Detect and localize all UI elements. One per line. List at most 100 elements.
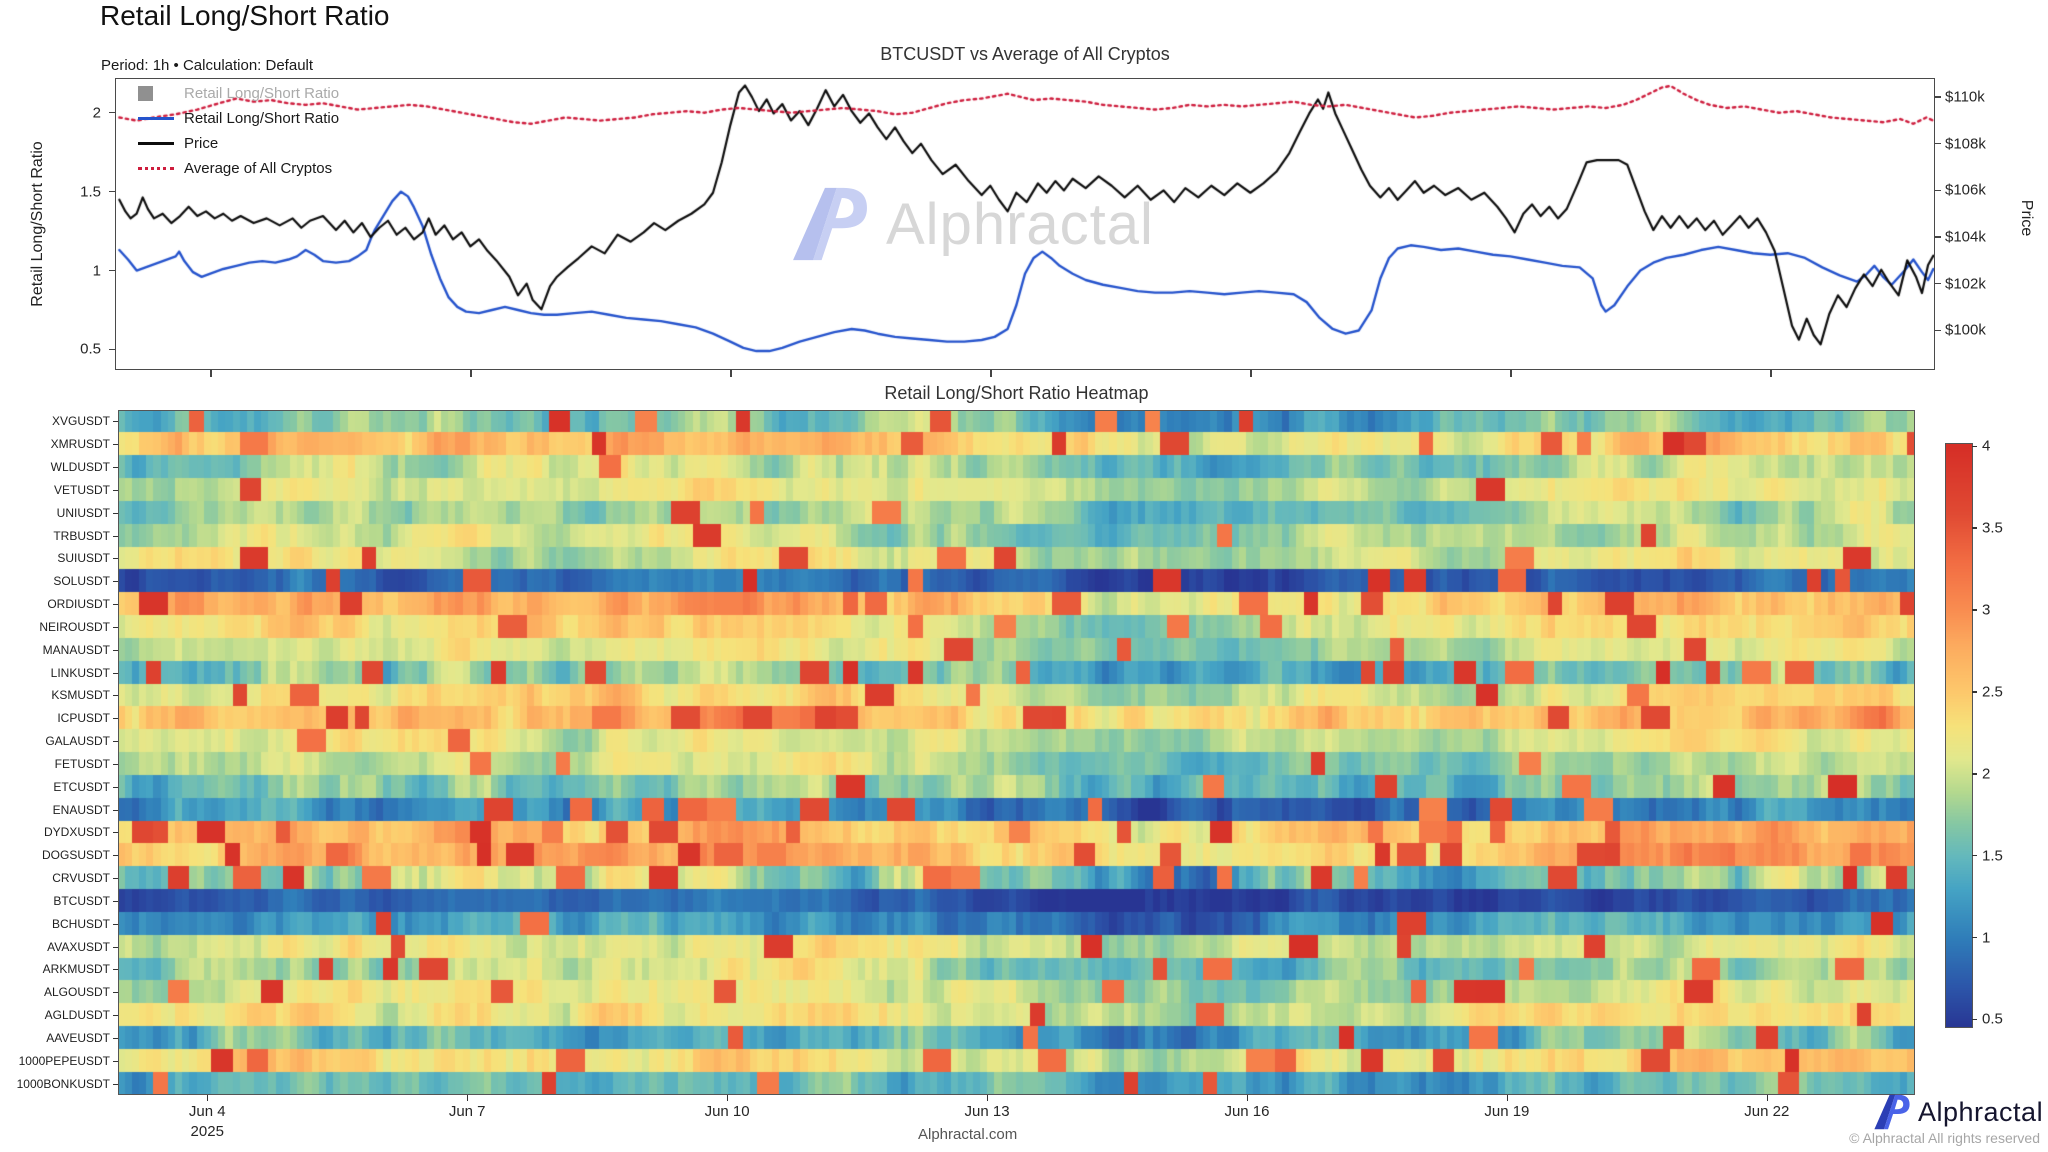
colorbar-tick-mark (1972, 773, 1977, 775)
heatmap-row-tick (113, 649, 118, 651)
heatmap-x-tick (467, 1095, 469, 1101)
heatmap-row-tick (113, 1060, 118, 1062)
heatmap-row-tick (113, 992, 118, 994)
heatmap-x-label: Jun 19 (1484, 1103, 1530, 1120)
right-axis-label: Price (2018, 199, 2035, 237)
heatmap-row-tick (113, 626, 118, 628)
heatmap-row-tick (113, 763, 118, 765)
heatmap-row-tick (113, 900, 118, 902)
heatmap-row-tick (113, 672, 118, 674)
heatmap-x-tick (1246, 1095, 1248, 1101)
right-axis-tick-mark (1935, 96, 1941, 98)
heatmap-row-label: ETCUSDT (53, 779, 110, 794)
heatmap-row-label: KSMUSDT (51, 688, 110, 703)
legend-line-swatch (138, 117, 174, 120)
heatmap-canvas (118, 410, 1915, 1095)
right-axis-tick-label: $108k (1945, 135, 1986, 153)
heatmap-x-label: Jun 16 (1224, 1103, 1270, 1120)
heatmap-row-tick (113, 1037, 118, 1039)
heatmap-row-label: BTCUSDT (53, 893, 110, 908)
heatmap-plot-border (118, 410, 1915, 1095)
left-axis-tick-mark (109, 190, 115, 193)
left-axis-tick-label: 2 (92, 104, 101, 122)
legend-swatch-line-red-dotted (138, 167, 174, 170)
heatmap-x-tick (1766, 1095, 1768, 1101)
heatmap-row-label: ARKMUSDT (42, 962, 110, 977)
legend-item: Retail Long/Short Ratio (138, 109, 339, 128)
left-axis-label: Retail Long/Short Ratio (29, 141, 46, 307)
heatmap-row-tick (113, 969, 118, 971)
left-axis-tick-label: 1 (92, 262, 101, 280)
heatmap-row-label: ENAUSDT (52, 802, 110, 817)
right-axis-tick-mark (1935, 143, 1941, 145)
line-chart-x-tick-mark (1510, 370, 1512, 377)
colorbar-tick-label: 1 (1982, 929, 1991, 947)
brand-name: Alphractal (1918, 1096, 2044, 1127)
heatmap-row-label: NEIROUSDT (39, 619, 110, 634)
heatmap-row-label: DOGSUSDT (41, 848, 110, 863)
heatmap-row-tick (113, 718, 118, 720)
brand-lockup: Alphractal (1872, 1094, 2043, 1130)
heatmap-row-tick (113, 421, 118, 423)
right-axis-tick-label: $102k (1945, 275, 1986, 293)
heatmap-row-label: ORDIUSDT (47, 597, 110, 612)
heatmap-row-label: UNIUSDT (56, 505, 110, 520)
heatmap-x-tick (1506, 1095, 1508, 1101)
heatmap-row-label: VETUSDT (53, 482, 110, 497)
colorbar-tick-mark (1972, 1018, 1977, 1021)
colorbar-tick-label: 2.5 (1982, 683, 2003, 701)
heatmap-row-tick (113, 1015, 118, 1017)
legend-label: Retail Long/Short Ratio (184, 85, 340, 102)
heatmap-row-tick (113, 695, 118, 697)
heatmap-row-label: TRBUSDT (53, 528, 110, 543)
heatmap-row-tick (113, 604, 118, 606)
legend-label: Retail Long/Short Ratio (184, 110, 340, 127)
heatmap-row-label: 1000BONKUSDT (16, 1076, 110, 1091)
colorbar (1945, 443, 1973, 1028)
left-axis-tick-mark (109, 269, 115, 272)
heatmap-row-tick (113, 1083, 118, 1085)
heatmap-x-label: Jun 7 (448, 1103, 486, 1120)
colorbar-tick-label: 4 (1982, 437, 1991, 455)
heatmap-row-tick (113, 489, 118, 491)
colorbar-tick-label: 1.5 (1982, 847, 2003, 865)
heatmap-row-label: AGLDUSDT (44, 1008, 110, 1023)
line-chart-canvas (116, 79, 1934, 369)
line-chart-title: BTCUSDT vs Average of All Cryptos (880, 44, 1170, 64)
heatmap-row-tick (113, 467, 118, 469)
heatmap-row-tick (113, 581, 118, 583)
legend-item: Retail Long/Short Ratio (138, 84, 339, 103)
heatmap-row-label: LINKUSDT (50, 665, 110, 680)
heatmap-row-tick (113, 923, 118, 925)
left-axis-tick-label: 1.5 (80, 183, 101, 201)
heatmap-row-label: WLDUSDT (50, 460, 110, 475)
colorbar-tick-mark (1972, 936, 1977, 939)
line-chart-x-tick-mark (1250, 370, 1252, 377)
heatmap-x-label: Jun 4 (188, 1103, 226, 1120)
line-chart-x-tick-mark (210, 370, 212, 377)
colorbar-tick-mark (1972, 609, 1977, 611)
heatmap-x-tick (207, 1095, 209, 1101)
page-title: Retail Long/Short Ratio (100, 0, 390, 31)
legend-item: Average of All Cryptos (138, 159, 339, 178)
legend-label: Price (184, 135, 219, 152)
heatmap-x-label: Jun 10 (704, 1103, 750, 1120)
colorbar-tick-label: 2 (1982, 765, 1991, 783)
heatmap-row-label: SUIUSDT (57, 551, 110, 566)
left-axis-tick-mark (109, 348, 115, 351)
heatmap-row-tick (113, 832, 118, 834)
heatmap-row-tick (113, 786, 118, 788)
heatmap-row-label: BCHUSDT (51, 916, 110, 931)
legend-line-swatch (138, 167, 174, 170)
left-axis-tick-mark (109, 112, 115, 114)
colorbar-tick-label: 3.5 (1982, 519, 2003, 537)
footer-site-link[interactable]: Alphractal.com (918, 1126, 1018, 1143)
line-chart-x-tick-mark (990, 370, 992, 377)
page-subtitle: Period: 1h • Calculation: Default (101, 57, 314, 74)
line-chart-x-tick-mark (1770, 370, 1772, 377)
right-axis-tick-mark (1935, 283, 1941, 285)
copyright-text: © Alphractal All rights reserved (1849, 1130, 2040, 1146)
legend-swatch-line-black (138, 142, 174, 145)
heatmap-row-label: SOLUSDT (53, 574, 110, 589)
